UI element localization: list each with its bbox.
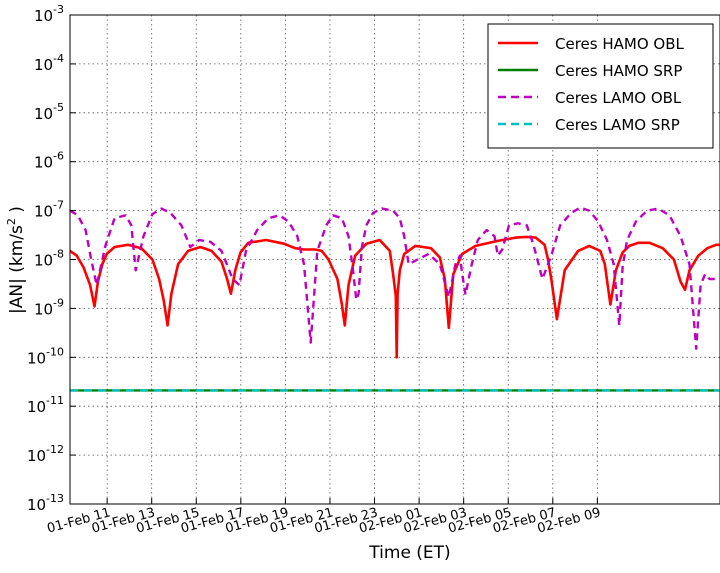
y-tick-exp: -8 bbox=[53, 248, 64, 261]
y-axis-label-tail: ) bbox=[7, 206, 27, 218]
y-tick-label: 10-12 bbox=[27, 443, 64, 465]
y-tick-exp: -6 bbox=[53, 150, 64, 163]
series-line-ceres-lamo-obl bbox=[69, 206, 720, 350]
y-tick-exp: -5 bbox=[53, 101, 64, 114]
legend-label-lamo-srp: Ceres LAMO SRP bbox=[555, 116, 680, 134]
y-tick-exp: -13 bbox=[46, 492, 64, 505]
y-tick-exp: -7 bbox=[53, 199, 64, 212]
y-tick-label: 10-9 bbox=[34, 296, 64, 318]
y-tick-label: 10-13 bbox=[27, 492, 64, 514]
y-tick-base: 10 bbox=[34, 300, 53, 318]
series-layer bbox=[69, 206, 720, 392]
series-line-ceres-hamo-obl bbox=[69, 235, 720, 359]
y-tick-base: 10 bbox=[27, 496, 46, 514]
y-axis-label: |AN| (km/s2 ) bbox=[5, 206, 27, 314]
y-tick-label: 10-4 bbox=[34, 52, 64, 74]
legend-box bbox=[487, 23, 714, 149]
y-tick-label: 10-8 bbox=[34, 248, 64, 270]
y-tick-base: 10 bbox=[27, 398, 46, 416]
y-tick-exp: -4 bbox=[53, 52, 64, 65]
y-tick-exp: -9 bbox=[53, 296, 64, 309]
x-axis-label: Time (ET) bbox=[368, 543, 450, 563]
y-tick-exp: -10 bbox=[46, 345, 64, 358]
y-tick-base: 10 bbox=[34, 105, 53, 123]
y-tick-base: 10 bbox=[34, 7, 53, 25]
legend-label-lamo-obl: Ceres LAMO OBL bbox=[555, 89, 682, 107]
y-tick-label: 10-10 bbox=[27, 345, 64, 367]
legend: Ceres HAMO OBL Ceres HAMO SRP Ceres LAMO… bbox=[487, 23, 714, 149]
y-tick-base: 10 bbox=[34, 154, 53, 172]
legend-label-hamo-srp: Ceres HAMO SRP bbox=[555, 62, 682, 80]
y-tick-label: 10-6 bbox=[34, 150, 64, 172]
y-tick-exp: -12 bbox=[46, 443, 64, 456]
y-tick-label: 10-3 bbox=[34, 3, 64, 25]
y-tick-label: 10-7 bbox=[34, 199, 64, 221]
y-tick-base: 10 bbox=[27, 447, 46, 465]
y-tick-exp: -11 bbox=[46, 394, 64, 407]
y-tick-label: 10-11 bbox=[27, 394, 64, 416]
y-tick-exp: -3 bbox=[53, 3, 64, 16]
y-tick-base: 10 bbox=[27, 349, 46, 367]
tick-layer: 10-1310-1210-1110-1010-910-810-710-610-5… bbox=[27, 3, 602, 537]
legend-label-hamo-obl: Ceres HAMO OBL bbox=[555, 35, 685, 53]
y-tick-base: 10 bbox=[34, 56, 53, 74]
y-axis-label-sup: 2 bbox=[5, 218, 18, 225]
y-tick-label: 10-5 bbox=[34, 101, 64, 123]
y-axis-label-main: |AN| (km/s bbox=[7, 225, 27, 314]
y-tick-base: 10 bbox=[34, 252, 53, 270]
y-tick-base: 10 bbox=[34, 203, 53, 221]
